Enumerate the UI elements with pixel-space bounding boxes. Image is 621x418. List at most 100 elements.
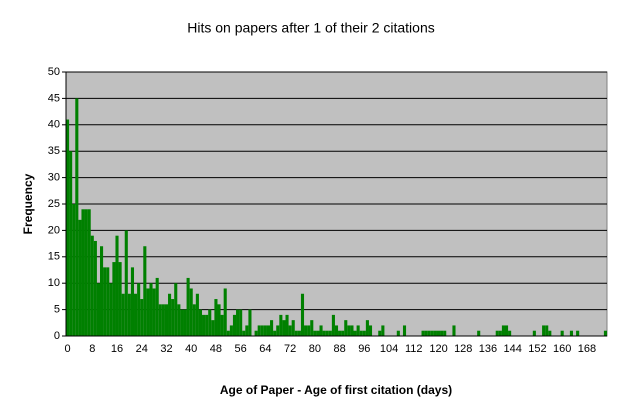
x-axis-title: Age of Paper - Age of first citation (da…	[220, 383, 452, 397]
x-tick-label: 48	[210, 343, 222, 355]
bar	[236, 309, 240, 336]
bar	[149, 283, 153, 336]
bar	[66, 119, 70, 337]
bar	[576, 330, 580, 336]
x-tick-label: 104	[380, 343, 398, 355]
x-tick-label: 24	[136, 343, 148, 355]
bar	[322, 330, 326, 336]
y-tick-label: 50	[48, 66, 60, 78]
bar	[93, 240, 97, 336]
bar	[205, 314, 209, 336]
bar	[300, 293, 305, 336]
bar	[140, 299, 144, 336]
x-tick-label: 144	[504, 343, 522, 355]
bar	[87, 209, 91, 336]
bar	[100, 246, 104, 336]
bar	[421, 330, 425, 336]
bar	[242, 330, 246, 336]
bar	[143, 246, 147, 336]
y-tick-label: 10	[48, 277, 60, 289]
bar	[359, 330, 363, 336]
bar	[325, 330, 329, 336]
bar	[338, 330, 342, 336]
y-tick-label: 40	[48, 119, 60, 131]
bar	[341, 330, 345, 336]
bar	[248, 309, 252, 336]
bar	[288, 325, 292, 336]
bar	[130, 267, 135, 336]
bar	[146, 288, 150, 336]
bar	[344, 320, 348, 336]
bar	[72, 204, 76, 336]
bar	[532, 330, 536, 336]
bar	[198, 309, 203, 336]
bar	[276, 325, 280, 336]
bar	[171, 299, 175, 336]
bar	[331, 314, 335, 336]
bar	[294, 330, 298, 336]
bar	[347, 325, 351, 336]
bar	[239, 309, 243, 336]
x-tick-label: 128	[454, 343, 472, 355]
bar	[501, 325, 505, 336]
bar	[504, 325, 509, 336]
x-tick-label: 152	[528, 343, 546, 355]
bar	[183, 309, 187, 336]
y-tick-label: 30	[48, 172, 60, 184]
x-tick-label: 112	[405, 343, 423, 355]
y-tick-label: 35	[48, 145, 60, 157]
x-tick-label: 160	[553, 343, 571, 355]
bar	[81, 209, 85, 336]
y-axis-title: Frequency	[21, 173, 35, 234]
bar	[362, 330, 366, 336]
bar	[285, 314, 289, 336]
bar	[542, 325, 546, 336]
bar	[69, 151, 73, 336]
bar	[313, 330, 317, 336]
bar	[427, 330, 431, 336]
bar	[424, 330, 428, 336]
bar	[174, 283, 178, 336]
bar	[214, 299, 218, 336]
bar	[356, 325, 360, 336]
bar	[152, 288, 156, 336]
bar	[220, 314, 224, 336]
bar	[545, 325, 549, 336]
bar	[319, 325, 323, 336]
bar	[226, 330, 230, 336]
x-tick-label: 136	[479, 343, 497, 355]
bar	[211, 320, 215, 336]
bar	[443, 330, 447, 336]
bar	[430, 330, 434, 336]
bar	[260, 325, 264, 336]
x-tick-label: 96	[358, 343, 370, 355]
bar	[208, 309, 212, 336]
bar	[121, 293, 125, 336]
bar	[304, 325, 308, 336]
bar	[118, 262, 122, 336]
bar	[112, 262, 116, 336]
x-tick-label: 56	[235, 343, 247, 355]
bar	[202, 314, 206, 336]
y-tick-label: 25	[48, 198, 60, 210]
bar	[192, 304, 196, 336]
bar	[245, 325, 249, 336]
bar	[297, 330, 301, 336]
x-tick-label: 120	[429, 343, 447, 355]
bar	[106, 267, 110, 336]
bar	[168, 293, 172, 336]
bar	[270, 320, 274, 336]
bar	[96, 283, 101, 336]
bar	[307, 325, 311, 336]
y-tick-label: 5	[54, 304, 60, 316]
bar	[217, 304, 221, 336]
bar	[232, 314, 237, 336]
y-tick-label: 15	[48, 251, 60, 263]
bar	[365, 320, 369, 336]
bar	[452, 325, 456, 336]
bar	[279, 314, 283, 336]
bar	[396, 330, 400, 336]
chart-title: Hits on papers after 1 of their 2 citati…	[187, 20, 434, 36]
x-tick-label: 32	[160, 343, 172, 355]
